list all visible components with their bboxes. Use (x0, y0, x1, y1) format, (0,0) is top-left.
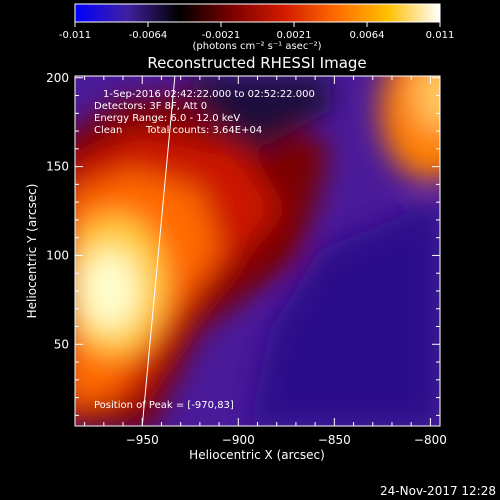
x-axis-label: Heliocentric X (arcsec) (189, 448, 325, 462)
x-tick-label: −800 (414, 433, 447, 447)
x-tick-label: −850 (318, 433, 351, 447)
y-tick-label: 150 (46, 160, 69, 174)
chart-title: Reconstructed RHESSI Image (147, 54, 366, 72)
colorbar-ticks: -0.011 -0.0064 -0.0021 0.0021 0.0064 0.011 (59, 22, 454, 41)
annotation-detectors: Detectors: 3F 8F, Att 0 (94, 101, 207, 112)
y-axis-label: Heliocentric Y (arcsec) (25, 184, 39, 319)
colorbar-tick-label: 0.011 (426, 30, 455, 41)
annotation-energy: Energy Range: 6.0 - 12.0 keV (94, 113, 240, 124)
annotation-counts: Total counts: 3.64E+04 (145, 125, 262, 136)
colorbar-tick-label: -0.011 (59, 30, 91, 41)
limb-line (141, 76, 176, 426)
annotation-time: 1-Sep-2016 02:42:22.000 to 02:52:22.000 (103, 89, 315, 100)
dark-region-bottom-right (250, 200, 440, 426)
colorbar-tick-label: -0.0064 (129, 30, 168, 41)
heatmap-image (75, 76, 440, 426)
annotation-peak: Position of Peak = [-970,83] (94, 400, 234, 411)
dark-band-top (180, 76, 330, 150)
emission-corner-core (415, 76, 440, 130)
x-tick-label: −950 (126, 433, 159, 447)
y-tick-label: 200 (46, 71, 69, 85)
y-tick-label: 50 (54, 337, 69, 351)
heatmap-emission (75, 76, 440, 426)
colorbar-tick-label: 0.0064 (350, 30, 385, 41)
colorbar (74, 3, 441, 23)
emission-peak (82, 250, 138, 330)
x-tick-label: −900 (222, 433, 255, 447)
y-axis: 50 100 150 200 (46, 71, 440, 416)
y-tick-label: 100 (46, 248, 69, 262)
colorbar-tick-label: -0.0021 (202, 30, 241, 41)
annotation-clean: Clean (94, 125, 122, 136)
footer-date: 24-Nov-2017 12:28 (380, 484, 496, 498)
x-axis: −950 −900 −850 −800 (84, 76, 447, 447)
colorbar-unit-label: (photons cm⁻² s⁻¹ asec⁻²) (192, 41, 321, 52)
colorbar-tick-label: 0.0021 (277, 30, 312, 41)
